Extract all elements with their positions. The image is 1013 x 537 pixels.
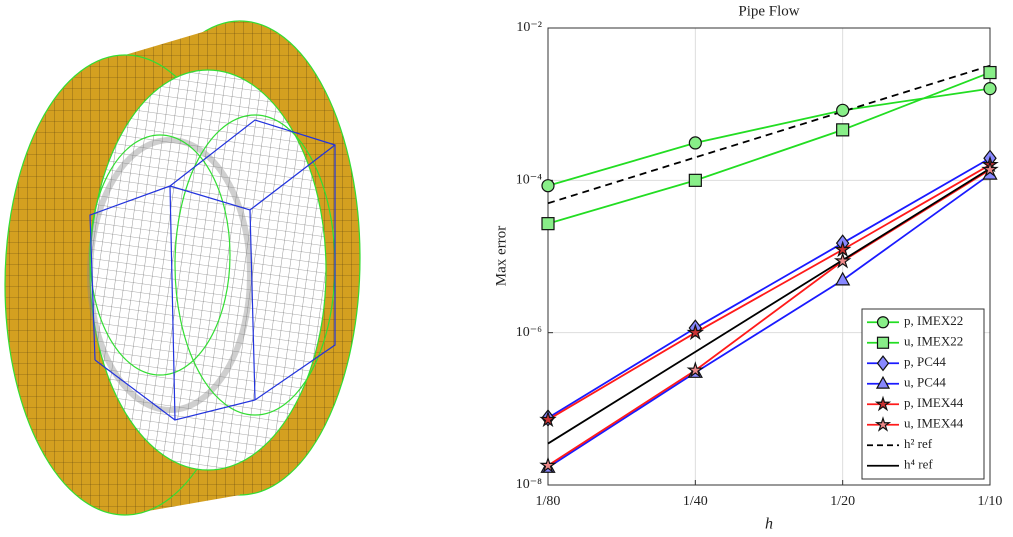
- x-tick-label: 1/40: [683, 494, 708, 509]
- marker: [541, 217, 555, 231]
- y-tick-label: 10⁻⁴: [516, 173, 542, 188]
- y-tick-label: 10⁻²: [516, 20, 542, 35]
- marker: [875, 375, 891, 389]
- chart: Pipe Flow h Max error 1/80 1/40 1/20 1/10 10…: [493, 3, 1002, 532]
- marker: [983, 65, 997, 80]
- marker: [874, 395, 892, 412]
- legend-label: u, IMEX44: [904, 416, 964, 431]
- marker: [686, 323, 705, 341]
- marker: [835, 271, 851, 286]
- legend-label: h⁴ ref: [904, 457, 933, 472]
- series-line: [547, 71, 991, 225]
- pipe-mesh-render: [4, 20, 361, 516]
- marker: [876, 355, 890, 372]
- series-line: [547, 173, 991, 469]
- marker: [874, 416, 892, 432]
- x-axis-label: h: [765, 516, 773, 533]
- series-line: [547, 168, 991, 467]
- legend-label: u, PC44: [904, 375, 946, 390]
- series-line: [547, 157, 991, 419]
- marker: [833, 251, 852, 269]
- marker: [539, 410, 557, 428]
- marker: [876, 316, 890, 329]
- legend-label: p, IMEX44: [904, 395, 964, 410]
- legend-label: p, PC44: [904, 354, 946, 369]
- x-tick-label: 1/80: [536, 494, 561, 509]
- series-line: [547, 167, 991, 445]
- marker: [836, 103, 850, 117]
- marker: [836, 123, 850, 137]
- marker: [686, 361, 705, 378]
- marker: [539, 456, 557, 473]
- y-axis-label: Max error: [493, 226, 509, 286]
- series-line: [547, 64, 991, 205]
- marker: [541, 179, 555, 193]
- legend-label: p, IMEX22: [904, 313, 963, 328]
- plot-frame: [547, 27, 991, 486]
- chart-title: Pipe Flow: [738, 3, 799, 19]
- y-tick-label: 10⁻⁶: [516, 325, 542, 340]
- legend-label: h² ref: [904, 436, 933, 451]
- series-line: [547, 87, 991, 187]
- legend-label: u, IMEX22: [904, 334, 963, 349]
- x-tick-label: 1/20: [830, 494, 855, 509]
- marker: [876, 336, 890, 349]
- marker: [688, 173, 702, 187]
- marker: [983, 82, 997, 96]
- x-tick-label: 1/10: [978, 494, 1003, 509]
- marker: [688, 136, 702, 150]
- y-tick-label: 10⁻⁸: [516, 477, 542, 492]
- series-line: [547, 164, 991, 421]
- marker: [981, 160, 999, 178]
